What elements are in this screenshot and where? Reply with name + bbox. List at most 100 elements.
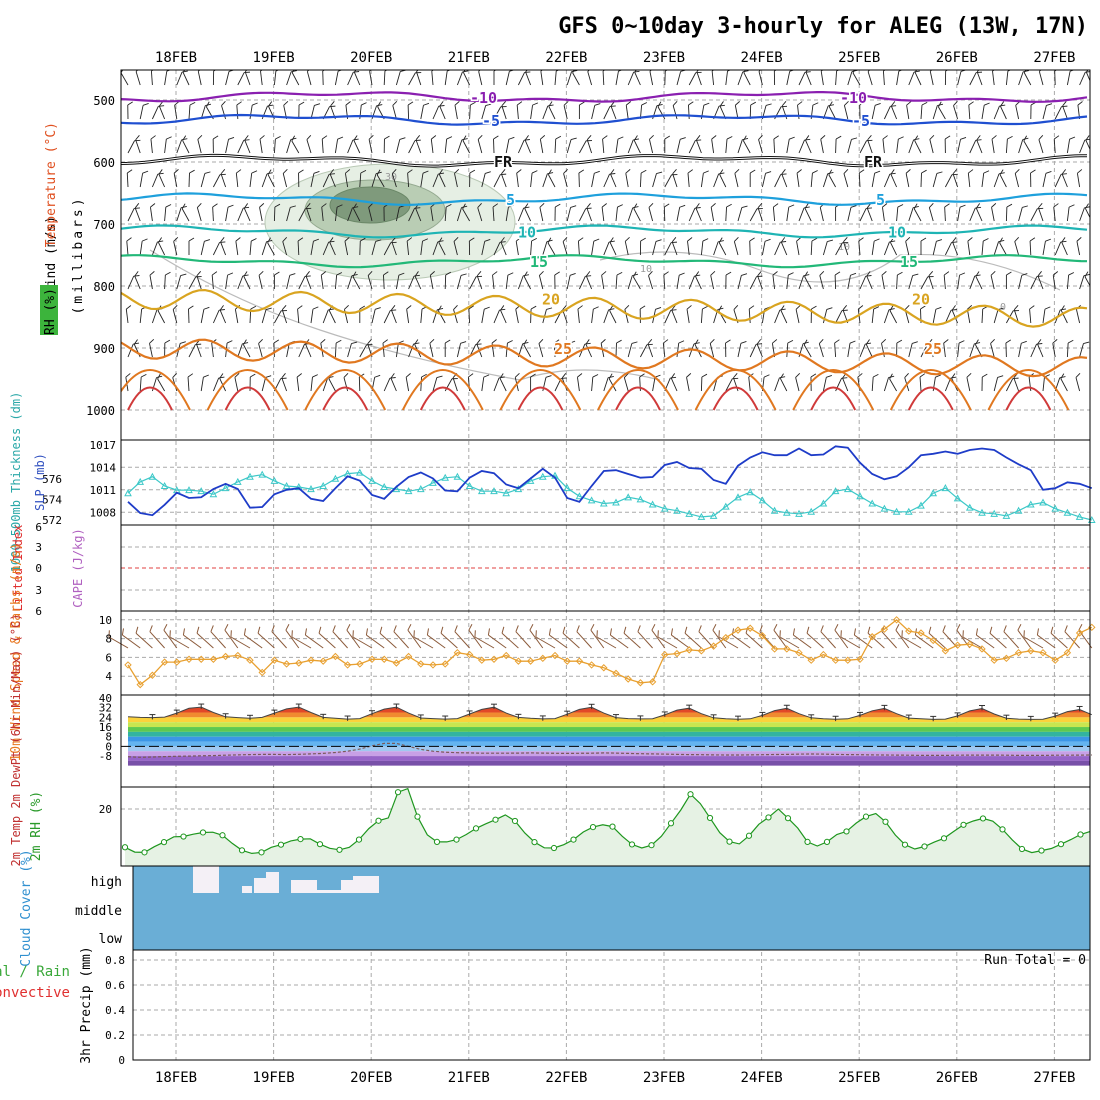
- wind-barb-flag: [873, 238, 880, 242]
- wind-barb-staff: [929, 71, 934, 86]
- slp-line: [127, 445, 1093, 517]
- wind-barb-staff: [992, 71, 995, 86]
- wind-barb: [615, 339, 622, 358]
- wind-barb-staff: [547, 242, 556, 256]
- thickness-point: [453, 472, 462, 480]
- wind-barb-staff: [627, 343, 633, 358]
- wind-barb-staff: [296, 377, 300, 392]
- wind-speed-point: [661, 650, 669, 659]
- thickness-point: [734, 493, 742, 501]
- wind-barb-staff: [414, 276, 422, 290]
- wind-barb-flag: [243, 339, 247, 345]
- wind10-barb-flag: [670, 628, 673, 636]
- wind-barb: [603, 375, 614, 392]
- wind-speed-point: [990, 656, 998, 664]
- wind-barb-staff: [237, 343, 243, 358]
- wind-barb-flag: [913, 138, 920, 141]
- wind-barb-staff: [773, 138, 776, 154]
- wind-barb-staff: [1023, 72, 1032, 86]
- wind-barb: [810, 237, 818, 256]
- wind-barb: [1075, 372, 1081, 392]
- wind-barb-staff: [859, 140, 867, 154]
- wind-barb: [993, 375, 1004, 392]
- wind-barb: [500, 305, 507, 324]
- wind-barb: [586, 134, 593, 154]
- thickness-point: [807, 507, 816, 515]
- wind-barb-flag: [157, 373, 161, 380]
- wind-barb-staff: [737, 343, 742, 358]
- wind-barb: [929, 70, 935, 86]
- wind-barb-staff: [1030, 208, 1038, 222]
- wind-barb-staff: [321, 139, 324, 154]
- rh-point: [726, 838, 733, 845]
- wind-barb-staff: [572, 72, 580, 86]
- temp-tick-label: 40: [99, 692, 112, 705]
- wind-speed-point: [673, 649, 681, 658]
- wind-barb-staff: [795, 309, 800, 324]
- wind-barb-flag: [127, 169, 133, 174]
- wind-barb: [672, 100, 678, 120]
- wind-speed-point: [758, 632, 767, 640]
- wind-barb-staff: [625, 105, 629, 120]
- wind10-barb-staff: [230, 636, 251, 649]
- wind-barb-staff: [563, 173, 568, 188]
- wind-barb: [969, 342, 981, 358]
- wind-speed-point: [1051, 656, 1059, 664]
- wind-barb-staff: [334, 139, 339, 154]
- wind10-barb: [609, 628, 629, 649]
- wind-barb-flag: [562, 236, 568, 242]
- wind-barb: [780, 373, 788, 392]
- wind-barb-flag: [1060, 305, 1065, 311]
- rh-point: [141, 849, 148, 856]
- isotherm-dome-30: [127, 386, 173, 411]
- wind-barb-staff: [1052, 275, 1056, 290]
- wind-barb-flag: [460, 273, 467, 276]
- thickness-point: [429, 478, 437, 486]
- wind-barb: [1037, 271, 1044, 290]
- wind-barb: [212, 309, 225, 324]
- wind-barb-flag: [929, 202, 934, 208]
- wind-barb-staff: [415, 207, 422, 222]
- wind-barb: [932, 171, 943, 188]
- wind-barb: [1042, 103, 1053, 120]
- wind-barb-flag: [968, 101, 974, 106]
- wind-barb-flag: [221, 100, 226, 106]
- wind-speed-point: [612, 669, 620, 678]
- wind-barb-staff: [1029, 240, 1032, 256]
- wind-barb-flag: [344, 304, 349, 310]
- wind-barb-flag: [523, 271, 528, 277]
- wind-barb-staff: [176, 207, 182, 222]
- wind-barb-staff: [305, 275, 312, 290]
- wind-barb-flag: [353, 70, 359, 73]
- wind-barb: [225, 136, 235, 154]
- wind-barb-staff: [174, 105, 178, 120]
- wind-barb-flag: [156, 375, 163, 379]
- wind-barb: [1062, 101, 1068, 120]
- wind10-barb: [454, 625, 470, 649]
- wind-barb-flag: [960, 136, 967, 140]
- temp-band: [128, 727, 1090, 732]
- wind-barb-flag: [524, 139, 530, 141]
- wind-barb-flag: [360, 237, 366, 242]
- wind-barb-staff: [492, 207, 495, 222]
- wind-barb-flag: [539, 203, 545, 208]
- wind10-barb: [670, 628, 690, 649]
- wind-barb-flag: [999, 237, 1003, 243]
- wind10-barb-staff: [440, 632, 458, 649]
- wind-barb-staff: [756, 343, 763, 358]
- wind10-barb: [989, 626, 1007, 649]
- wind-barb-staff: [431, 71, 434, 86]
- wind-barb-staff: [383, 242, 392, 256]
- wind-barb: [1014, 168, 1020, 188]
- wind10-barb-flag: [407, 624, 412, 631]
- wind-barb-staff: [835, 310, 843, 324]
- wind-barb-flag: [1006, 271, 1012, 276]
- precip-axis-label: 3hr Precip (mm): [79, 946, 94, 1063]
- isotherm-dome-25: [889, 369, 972, 411]
- wind-barb-staff: [344, 241, 349, 256]
- thickness-point: [929, 489, 938, 497]
- rh-point: [609, 823, 616, 830]
- wind-barb-staff: [244, 139, 251, 154]
- wind-barb: [282, 168, 288, 188]
